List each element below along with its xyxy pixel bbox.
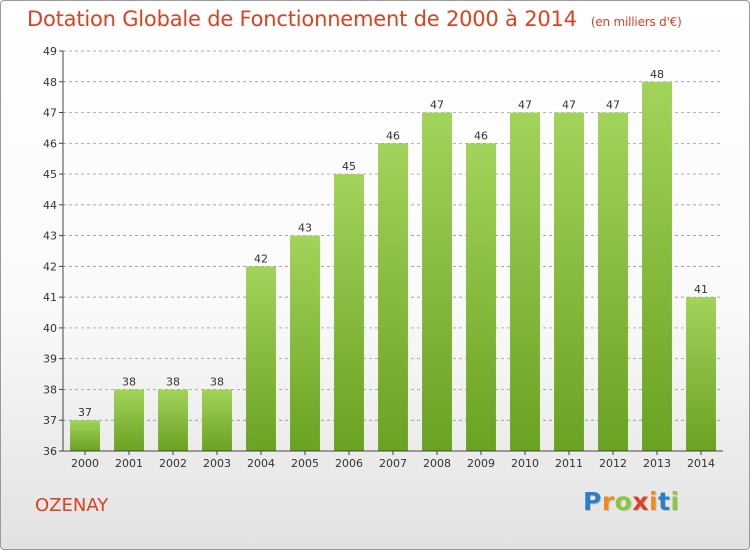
- x-tick-label: 2003: [203, 457, 231, 470]
- logo-letter: t: [658, 487, 671, 516]
- bar-2006: [334, 174, 364, 452]
- data-label: 47: [430, 99, 444, 112]
- y-tick-label: 48: [43, 76, 57, 89]
- x-tick-label: 2002: [159, 457, 187, 470]
- y-tick-label: 45: [43, 168, 57, 181]
- bar-2001: [114, 389, 144, 451]
- bar-2014: [686, 297, 716, 451]
- data-label: 43: [298, 222, 312, 235]
- x-tick-label: 2000: [71, 457, 99, 470]
- bar-2000: [70, 420, 100, 451]
- data-label: 42: [254, 252, 268, 265]
- y-tick-label: 49: [43, 45, 57, 58]
- logo-letter: r: [601, 487, 615, 516]
- bar-2011: [554, 112, 584, 452]
- data-label: 41: [694, 283, 708, 296]
- bar-2004: [246, 266, 276, 451]
- logo-letter: x: [632, 487, 649, 516]
- x-tick-label: 2014: [687, 457, 715, 470]
- x-tick-label: 2001: [115, 457, 143, 470]
- y-tick-label: 41: [43, 291, 57, 304]
- x-tick-label: 2004: [247, 457, 275, 470]
- unit-label: (en milliers d'€): [590, 15, 682, 29]
- y-tick-label: 36: [43, 445, 57, 458]
- y-tick-label: 44: [43, 199, 57, 212]
- bar-2005: [290, 235, 320, 451]
- axes: [59, 50, 723, 455]
- x-tick-label: 2007: [379, 457, 407, 470]
- data-label: 38: [210, 375, 224, 388]
- logo-letter: i: [649, 487, 659, 516]
- logo-letter: o: [614, 487, 633, 516]
- data-label: 38: [166, 375, 180, 388]
- y-tick-label: 42: [43, 260, 57, 273]
- data-label: 47: [518, 99, 532, 112]
- data-label: 47: [606, 99, 620, 112]
- data-label: 46: [386, 129, 400, 142]
- labels: 36 37 38 39 40 41 42 43 44 45 46 47 48 49 37 2000 38 2001…: [43, 45, 715, 470]
- bar-2008: [422, 112, 452, 452]
- bars: [70, 81, 716, 452]
- x-tick-label: 2008: [423, 457, 451, 470]
- title-text: Dotation Globale de Fonctionnement de 20…: [27, 7, 577, 31]
- x-tick-label: 2010: [511, 457, 539, 470]
- proxiti-logo: Proxiti: [583, 487, 680, 516]
- data-label: 47: [562, 99, 576, 112]
- x-tick-label: 2011: [555, 457, 583, 470]
- data-label: 45: [342, 160, 356, 173]
- y-tick-label: 38: [43, 383, 57, 396]
- y-tick-label: 40: [43, 322, 57, 335]
- data-label: 38: [122, 375, 136, 388]
- bar-2009: [466, 143, 496, 452]
- x-tick-label: 2005: [291, 457, 319, 470]
- commune-name: OZENAY: [35, 495, 109, 516]
- bar-2003: [202, 389, 232, 451]
- data-label: 48: [650, 68, 664, 81]
- x-tick-label: 2006: [335, 457, 363, 470]
- x-tick-label: 2013: [643, 457, 671, 470]
- x-tick-label: 2009: [467, 457, 495, 470]
- bar-2002: [158, 389, 188, 451]
- chart-title: Dotation Globale de Fonctionnement de 20…: [27, 7, 682, 31]
- data-label: 46: [474, 129, 488, 142]
- logo-letter: i: [670, 487, 680, 516]
- logo-letter: P: [583, 487, 602, 516]
- y-tick-label: 39: [43, 353, 57, 366]
- bar-2012: [598, 112, 628, 452]
- bar-2013: [642, 81, 672, 452]
- x-tick-label: 2012: [599, 457, 627, 470]
- y-tick-label: 37: [43, 414, 57, 427]
- y-tick-label: 46: [43, 137, 57, 150]
- y-tick-label: 47: [43, 107, 57, 120]
- data-label: 37: [78, 406, 92, 419]
- bar-2010: [510, 112, 540, 452]
- bar-2007: [378, 143, 408, 452]
- y-tick-label: 43: [43, 230, 57, 243]
